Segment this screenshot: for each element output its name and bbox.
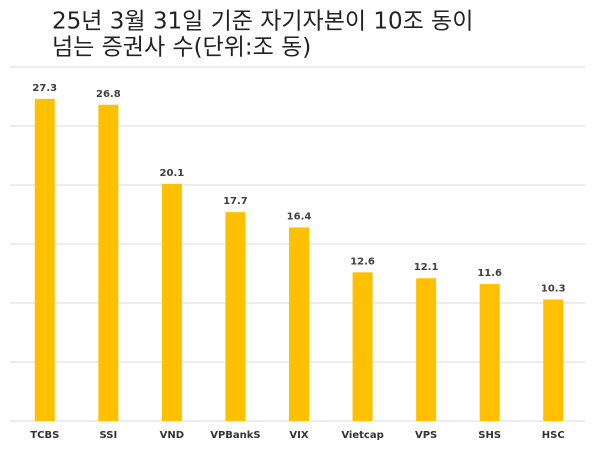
bar [543,299,564,421]
x-tick-label: VPS [415,430,437,441]
bar [289,227,309,421]
bar [416,278,437,421]
value-label: 10.3 [541,283,566,294]
bar [98,104,119,421]
x-tick-label: HSC [542,430,565,441]
x-tick-label: VND [160,430,184,441]
chart-title: 넘는 증권사 수(단위:조 동) [52,35,311,61]
x-tick-label: TCBS [30,430,59,441]
value-label: 12.1 [414,262,439,273]
value-label: 12.6 [350,256,375,267]
x-tick-label: VPBankS [210,430,260,441]
bar [479,284,500,421]
value-label: 26.8 [96,89,121,100]
value-label: 16.4 [287,211,312,222]
x-tick-label: SSI [99,430,117,441]
value-label: 11.6 [477,268,502,279]
x-tick-label: SHS [478,430,501,441]
bar [161,183,182,421]
x-tick-label: Vietcap [341,430,383,441]
value-label: 17.7 [223,196,248,207]
value-label: 20.1 [160,168,185,179]
bar [34,98,55,422]
bar [352,272,373,421]
value-label: 27.3 [32,83,57,94]
x-tick-label: VIX [289,430,308,441]
chart-title: 25년 3월 31일 기준 자기자본이 10조 동이 [52,9,473,35]
bar [225,212,246,421]
